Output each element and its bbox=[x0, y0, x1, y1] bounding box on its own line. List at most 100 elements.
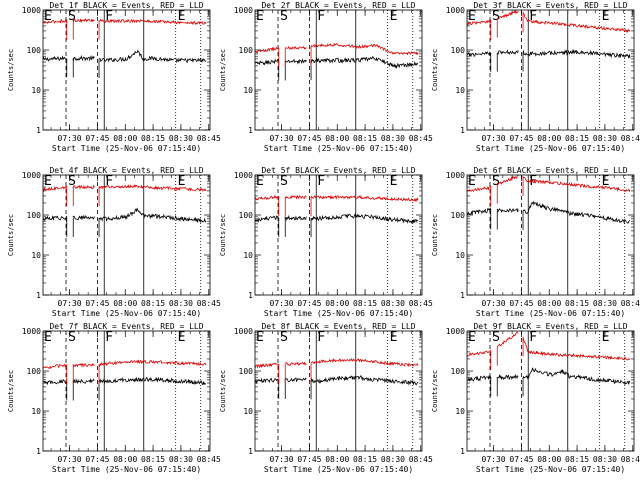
plot-frame bbox=[254, 174, 423, 296]
y-tick-label: 10 bbox=[243, 86, 253, 95]
events-rate-line bbox=[496, 49, 519, 56]
chart-title: Det 6f BLACK = Events, RED = LLD bbox=[473, 166, 627, 175]
x-tick-label: 08:30 bbox=[169, 299, 193, 308]
events-rate-line bbox=[310, 375, 419, 386]
x-tick-label: 07:45 bbox=[85, 299, 109, 308]
events-rate-line bbox=[284, 58, 307, 65]
x-tick-label: 07:30 bbox=[482, 299, 506, 308]
y-tick-label: 1 bbox=[248, 126, 253, 135]
lld-rate-line bbox=[522, 175, 631, 193]
events-rate-line bbox=[72, 54, 95, 62]
y-tick-label: 100 bbox=[451, 46, 466, 55]
events-rate-line bbox=[496, 373, 519, 381]
interval-marker-label: S bbox=[492, 9, 500, 24]
interval-marker-label: S bbox=[68, 174, 76, 189]
x-tick-label: 08:45 bbox=[409, 455, 433, 464]
x-axis-label: Start Time (25-Nov-06 07:15:40) bbox=[264, 309, 413, 318]
x-tick-label: 07:30 bbox=[482, 455, 506, 464]
plot-frame bbox=[466, 9, 635, 131]
x-tick-label: 08:45 bbox=[621, 299, 640, 308]
y-tick-label: 1 bbox=[36, 291, 41, 300]
lld-rate-line bbox=[496, 9, 519, 20]
x-axis-label: Start Time (25-Nov-06 07:15:40) bbox=[52, 144, 201, 153]
x-tick-label: 08:00 bbox=[325, 134, 349, 143]
lld-rate-line bbox=[72, 184, 95, 190]
x-tick-label: 08:30 bbox=[169, 134, 193, 143]
x-tick-label: 08:15 bbox=[141, 134, 165, 143]
x-tick-label: 07:30 bbox=[58, 134, 82, 143]
y-tick-label: 10 bbox=[31, 251, 41, 260]
x-tick-label: 08:30 bbox=[593, 455, 617, 464]
interval-marker-label: F bbox=[105, 330, 113, 345]
interval-marker-label: S bbox=[68, 330, 76, 345]
lld-rate-line bbox=[98, 184, 207, 192]
interval-marker-label: E bbox=[178, 330, 186, 345]
y-tick-label: 1000 bbox=[446, 6, 465, 15]
y-tick-label: 1 bbox=[36, 126, 41, 135]
events-rate-line bbox=[42, 215, 68, 221]
interval-marker-label: E bbox=[256, 9, 264, 24]
x-tick-label: 07:30 bbox=[270, 299, 294, 308]
y-tick-label: 1 bbox=[248, 291, 253, 300]
y-axis-label: Counts/sec bbox=[7, 214, 15, 256]
events-rate-line bbox=[284, 214, 307, 222]
chart-title: Det 7f BLACK = Events, RED = LLD bbox=[49, 322, 203, 331]
events-rate-line bbox=[254, 377, 280, 385]
x-tick-label: 08:15 bbox=[353, 134, 377, 143]
interval-marker-label: E bbox=[390, 174, 398, 189]
x-tick-label: 07:45 bbox=[509, 455, 533, 464]
x-tick-label: 08:00 bbox=[113, 299, 137, 308]
chart-title: Det 8f BLACK = Events, RED = LLD bbox=[261, 322, 415, 331]
interval-marker-label: E bbox=[44, 174, 52, 189]
chart-panel: Det 2f BLACK = Events, RED = LLD Counts/s… bbox=[219, 1, 433, 153]
x-tick-label: 07:30 bbox=[58, 299, 82, 308]
interval-marker-label: E bbox=[602, 330, 610, 345]
y-tick-label: 100 bbox=[27, 46, 42, 55]
y-tick-label: 100 bbox=[239, 367, 254, 376]
y-axis-label: Counts/sec bbox=[219, 49, 227, 91]
plot-frame bbox=[466, 330, 635, 452]
interval-marker-label: F bbox=[317, 174, 325, 189]
x-tick-label: 08:00 bbox=[325, 455, 349, 464]
interval-marker-label: S bbox=[492, 330, 500, 345]
chart-panel: Det 8f BLACK = Events, RED = LLD Counts/s… bbox=[219, 322, 433, 474]
x-axis-label: Start Time (25-Nov-06 07:15:40) bbox=[476, 309, 625, 318]
events-rate-line bbox=[72, 214, 95, 221]
x-tick-label: 08:45 bbox=[409, 299, 433, 308]
x-tick-label: 08:30 bbox=[381, 455, 405, 464]
events-rate-line bbox=[522, 200, 630, 225]
x-axis-label: Start Time (25-Nov-06 07:15:40) bbox=[264, 144, 413, 153]
chart-title: Det 2f BLACK = Events, RED = LLD bbox=[261, 1, 415, 10]
interval-marker-label: E bbox=[256, 330, 264, 345]
chart-title: Det 1f BLACK = Events, RED = LLD bbox=[49, 1, 203, 10]
lld-rate-line bbox=[42, 363, 68, 370]
x-tick-label: 07:30 bbox=[270, 134, 294, 143]
plot-frame bbox=[254, 9, 423, 131]
x-tick-label: 08:15 bbox=[565, 134, 589, 143]
x-tick-label: 08:15 bbox=[353, 299, 377, 308]
plot-frame bbox=[42, 174, 211, 296]
y-tick-label: 1 bbox=[460, 291, 465, 300]
lld-rate-line bbox=[310, 194, 419, 203]
events-rate-line bbox=[98, 207, 207, 224]
x-tick-label: 08:15 bbox=[565, 455, 589, 464]
plot-frame bbox=[254, 330, 423, 452]
x-tick-label: 08:15 bbox=[353, 455, 377, 464]
events-rate-line bbox=[496, 207, 519, 214]
y-tick-label: 10 bbox=[243, 407, 253, 416]
x-tick-label: 08:15 bbox=[565, 299, 589, 308]
y-tick-label: 10 bbox=[31, 407, 41, 416]
lld-rate-line bbox=[466, 19, 492, 26]
chart-panel: Det 6f BLACK = Events, RED = LLD Counts/s… bbox=[431, 166, 640, 318]
y-tick-label: 10 bbox=[455, 86, 465, 95]
events-rate-line bbox=[42, 378, 68, 386]
lld-rate-line bbox=[43, 18, 68, 24]
events-rate-line bbox=[98, 376, 206, 386]
lld-rate-line bbox=[284, 194, 307, 200]
lld-rate-line bbox=[98, 18, 207, 26]
y-axis-label: Counts/sec bbox=[431, 370, 439, 412]
events-rate-line bbox=[466, 51, 492, 58]
x-tick-label: 07:45 bbox=[297, 134, 321, 143]
events-rate-line bbox=[254, 214, 280, 223]
x-axis-label: Start Time (25-Nov-06 07:15:40) bbox=[264, 465, 413, 474]
